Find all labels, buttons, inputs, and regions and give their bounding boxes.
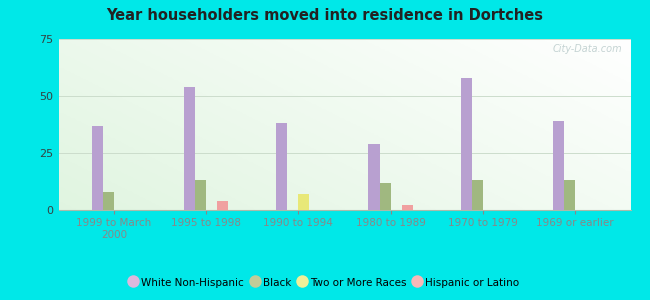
Bar — [298, 194, 309, 210]
Bar — [402, 206, 413, 210]
Bar — [472, 180, 483, 210]
Bar — [369, 144, 380, 210]
Text: Year householders moved into residence in Dortches: Year householders moved into residence i… — [107, 8, 543, 22]
Bar — [195, 180, 206, 210]
Bar — [564, 180, 575, 210]
Legend: White Non-Hispanic, Black, Two or More Races, Hispanic or Latino: White Non-Hispanic, Black, Two or More R… — [127, 273, 523, 292]
Bar — [553, 121, 564, 210]
Bar — [217, 201, 228, 210]
Bar — [92, 126, 103, 210]
Bar — [103, 192, 114, 210]
Bar — [461, 78, 472, 210]
Bar — [276, 123, 287, 210]
Text: City-Data.com: City-Data.com — [552, 44, 622, 54]
Bar — [184, 87, 195, 210]
Bar — [380, 183, 391, 210]
